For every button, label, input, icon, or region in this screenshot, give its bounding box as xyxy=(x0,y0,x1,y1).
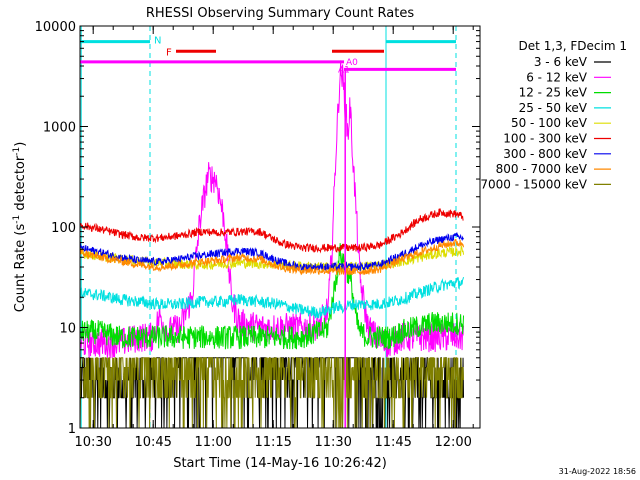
timestamp: 31-Aug-2022 18:56 xyxy=(559,467,636,476)
y-tick-label: 10000 xyxy=(35,20,76,35)
x-axis-label: Start Time (14-May-16 10:26:42) xyxy=(173,456,387,471)
legend-entry: 3 - 6 keV xyxy=(534,55,588,69)
y-tick-label: 1 xyxy=(68,422,76,437)
x-tick-label: 10:45 xyxy=(134,435,171,450)
x-tick-label: 11:45 xyxy=(374,435,411,450)
y-tick-label: 100 xyxy=(51,221,76,236)
series-line xyxy=(80,243,465,350)
series-line xyxy=(80,238,465,276)
x-tick-label: 11:30 xyxy=(314,435,351,450)
legend-entry: 12 - 25 keV xyxy=(519,86,588,100)
y-tick-label: 1000 xyxy=(43,121,76,136)
legend-entry: 300 - 800 keV xyxy=(503,147,587,161)
legend-entry: 800 - 7000 keV xyxy=(496,162,588,176)
legend-entry: 100 - 300 keV xyxy=(503,132,587,146)
y-axis: 1 10 100 1000 10000 xyxy=(35,20,480,437)
legend-entry: 6 - 12 keV xyxy=(526,70,588,84)
y-axis-label: Count Rate (s-1 detector-1) xyxy=(12,142,28,313)
series-line xyxy=(80,277,465,319)
legend-title: Det 1,3, FDecim 1 xyxy=(519,39,627,53)
y-axis-label-end: ) xyxy=(13,142,28,147)
series-line xyxy=(80,232,464,273)
x-tick-label: 10:30 xyxy=(74,435,111,450)
attenuator-bar-label: A1 xyxy=(338,65,350,75)
legend-entry: 25 - 50 keV xyxy=(519,101,588,115)
attenuator-bar-label: A0 xyxy=(346,58,358,68)
x-tick-label: 12:00 xyxy=(434,435,471,450)
y-axis-label-sup1: -1 xyxy=(12,215,22,224)
flare-bar-label: F xyxy=(166,47,172,58)
chart-title: RHESSI Observing Summary Count Rates xyxy=(146,6,415,21)
series-line xyxy=(80,357,465,428)
y-tick-label: 10 xyxy=(59,322,76,337)
y-axis-label-sup2: -1 xyxy=(12,147,22,156)
y-axis-label-mid: detector xyxy=(13,155,28,215)
x-axis: 10:30 10:45 11:00 11:15 11:30 11:45 12:00 xyxy=(74,26,474,450)
legend-entry: 50 - 100 keV xyxy=(511,116,588,130)
series-line xyxy=(80,208,464,254)
night-bar-label: N xyxy=(154,36,161,47)
legend-entry: 7000 - 15000 keV xyxy=(480,177,587,191)
x-tick-label: 11:00 xyxy=(194,435,231,450)
y-axis-label-main: Count Rate (s xyxy=(13,224,28,313)
x-tick-label: 11:15 xyxy=(254,435,291,450)
